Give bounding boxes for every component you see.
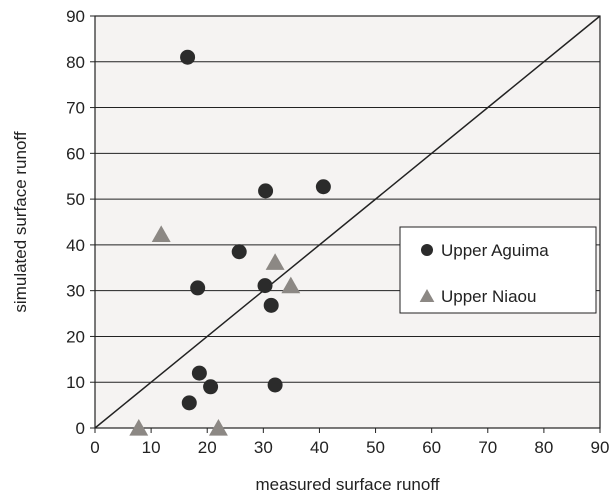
data-point-upper-aguima [267,377,283,393]
y-tick-label: 0 [76,419,85,438]
x-tick-label: 0 [90,438,99,457]
y-tick-label: 80 [66,53,85,72]
x-tick-label: 30 [254,438,273,457]
one-to-one-line [94,15,601,429]
y-tick-label: 90 [66,7,85,26]
legend-box [399,226,597,314]
data-point-upper-aguima [258,183,274,199]
data-point-upper-aguima [263,297,279,313]
y-axis-title: simulated surface runoff [11,131,30,312]
legend: Upper Aguima Upper Niaou [399,226,597,314]
y-tick-label: 50 [66,190,85,209]
x-tick-label: 40 [310,438,329,457]
y-tick-label: 30 [66,282,85,301]
legend-label-upper-aguima: Upper Aguima [441,241,549,260]
x-tick-label: 90 [591,438,610,457]
x-axis-title: measured surface runoff [256,475,440,494]
data-point-upper-aguima [231,244,247,260]
legend-marker-upper-aguima [421,244,433,256]
x-tick-label: 70 [478,438,497,457]
data-point-upper-niaou [265,253,285,270]
x-tick-label: 60 [422,438,441,457]
x-axis-ticks: 0 10 20 30 40 50 60 70 80 90 [90,428,609,457]
y-tick-label: 60 [66,144,85,163]
data-point-upper-niaou [151,225,171,243]
y-axis-ticks: 0 10 20 30 40 50 60 70 80 90 [66,7,95,438]
data-point-upper-aguima [315,179,331,195]
plot-border [94,15,601,429]
x-tick-label: 80 [534,438,553,457]
data-point-upper-niaou [129,419,149,436]
y-tick-label: 10 [66,373,85,392]
data-point-upper-aguima [180,49,196,65]
y-tick-label: 40 [66,236,85,255]
gridlines [95,61,600,383]
data-points [129,49,331,436]
legend-marker-upper-niaou [419,289,435,302]
legend-label-upper-niaou: Upper Niaou [441,287,536,306]
data-point-upper-aguima [203,379,219,395]
y-tick-label: 20 [66,327,85,346]
x-tick-label: 10 [142,438,161,457]
data-point-upper-niaou [208,419,228,436]
x-tick-label: 50 [366,438,385,457]
data-point-upper-aguima [191,365,207,381]
data-point-upper-niaou [281,276,301,294]
data-point-upper-aguima [181,395,197,411]
data-point-upper-aguima [257,278,273,294]
y-tick-label: 70 [66,99,85,118]
x-tick-label: 20 [198,438,217,457]
data-point-upper-aguima [190,280,206,296]
